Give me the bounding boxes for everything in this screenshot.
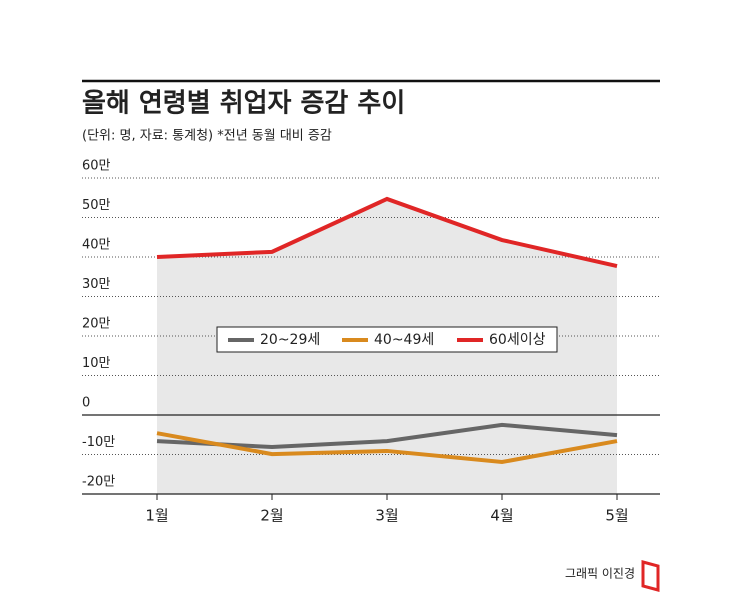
- chart-title: 올해 연령별 취업자 증감 추이: [82, 89, 405, 119]
- x-tick-label: 1월: [145, 507, 168, 525]
- y-tick-label: 30만: [82, 277, 111, 292]
- legend-label: 20~29세: [260, 332, 320, 348]
- legend-label: 40~49세: [374, 332, 434, 348]
- x-tick-label: 3월: [375, 507, 398, 525]
- y-tick-label: 40만: [82, 238, 111, 253]
- series-line: [156, 431, 618, 465]
- logo: [641, 560, 660, 592]
- legend-box: [216, 326, 558, 353]
- y-tick-label: -20만: [82, 475, 115, 490]
- credit: 그래픽 이진경: [565, 567, 635, 581]
- x-tick-label: 2월: [260, 507, 283, 525]
- y-tick-label: 0: [82, 396, 90, 411]
- y-tick-label: -10만: [82, 435, 115, 450]
- y-tick-label: 50만: [82, 198, 111, 213]
- chart-subtitle: (단위: 명, 자료: 통계청) *전년 동월 대비 증감: [82, 129, 332, 144]
- series-line: [156, 422, 618, 449]
- y-tick-label: 10만: [82, 356, 111, 371]
- legend-label: 60세이상: [489, 332, 546, 348]
- series-line: [156, 196, 618, 269]
- y-tick-label: 60만: [82, 159, 111, 174]
- y-tick-label: 20만: [82, 317, 111, 332]
- x-tick-label: 5월: [605, 507, 628, 525]
- x-tick-label: 4월: [490, 507, 513, 525]
